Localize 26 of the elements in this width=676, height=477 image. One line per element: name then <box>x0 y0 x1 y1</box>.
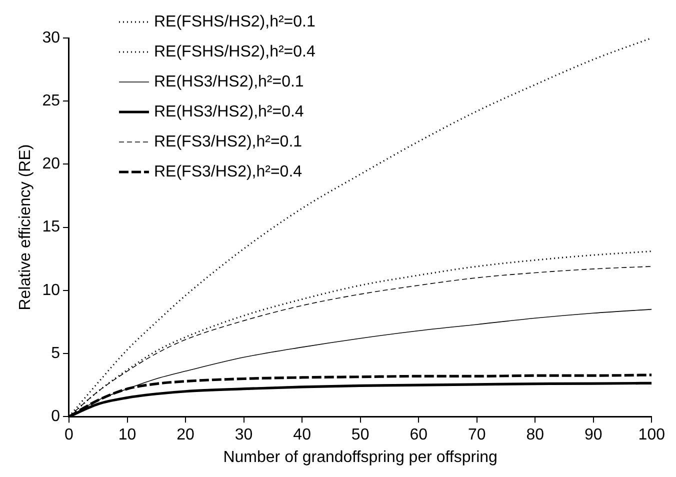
y-tick-label: 25 <box>42 92 60 110</box>
y-tick-label: 5 <box>51 344 60 362</box>
legend-label: RE(HS3/HS2),h²=0.4 <box>154 103 304 120</box>
x-tick-label: 90 <box>584 426 602 444</box>
x-tick-label: 0 <box>64 426 74 444</box>
x-tick-label: 80 <box>526 426 544 444</box>
x-tick-label: 40 <box>293 426 312 444</box>
x-tick-label: 30 <box>234 426 253 444</box>
legend-label: RE(FSHS/HS2),h²=0.4 <box>154 43 316 60</box>
x-tick-label: 60 <box>410 426 428 444</box>
x-tick-label: 10 <box>118 426 136 444</box>
legend-label: RE(FSHS/HS2),h²=0.1 <box>154 13 316 30</box>
x-tick-label: 20 <box>176 426 195 444</box>
y-tick-label: 30 <box>42 29 60 46</box>
x-axis-title: Number of grandoffspring per offspring <box>223 448 498 466</box>
x-tick-label: 70 <box>468 426 486 444</box>
x-tick-label: 100 <box>638 426 666 444</box>
x-tick-label: 50 <box>351 426 370 444</box>
y-tick-label: 20 <box>42 156 60 173</box>
legend-label: RE(FS3/HS2),h²=0.1 <box>154 133 302 150</box>
y-tick-label: 15 <box>42 218 60 236</box>
y-axis-title: Relative efficiency (RE) <box>17 144 34 310</box>
legend-label: RE(FS3/HS2),h²=0.4 <box>154 163 302 180</box>
y-tick-label: 10 <box>42 282 60 299</box>
y-tick-label: 0 <box>51 408 60 426</box>
legend-label: RE(HS3/HS2),h²=0.1 <box>154 73 304 90</box>
